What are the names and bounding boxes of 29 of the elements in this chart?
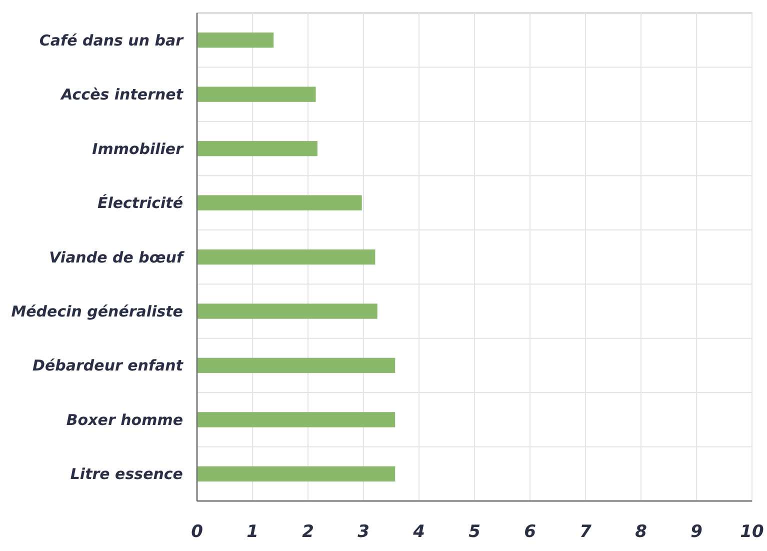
x-tick-label: 4 bbox=[412, 522, 425, 542]
x-tick-label: 10 bbox=[740, 522, 764, 542]
bar bbox=[197, 358, 396, 374]
bar bbox=[197, 466, 396, 482]
bar bbox=[197, 195, 362, 210]
y-tick-label: Viande de bœuf bbox=[49, 248, 186, 266]
x-tick-label: 6 bbox=[524, 522, 536, 542]
bar bbox=[197, 412, 396, 428]
x-tick-label: 1 bbox=[246, 522, 258, 542]
x-tick-label: 3 bbox=[358, 522, 370, 542]
x-tick-label: 5 bbox=[468, 522, 480, 542]
bar bbox=[197, 304, 378, 319]
y-tick-label: Débardeur enfant bbox=[32, 356, 184, 375]
x-tick-label: 9 bbox=[690, 522, 703, 542]
x-tick-label: 8 bbox=[635, 522, 648, 542]
bar bbox=[197, 32, 274, 48]
bar bbox=[197, 86, 316, 102]
y-tick-label: Café dans un bar bbox=[39, 31, 185, 50]
y-tick-label: Médecin généraliste bbox=[11, 302, 183, 320]
y-tick-label: Immobilier bbox=[92, 140, 185, 158]
y-tick-label: Accès internet bbox=[60, 86, 184, 104]
x-tick-label: 7 bbox=[580, 522, 592, 542]
y-tick-label: Électricité bbox=[97, 194, 183, 212]
x-tick-label: 0 bbox=[191, 522, 204, 542]
y-tick-label: Boxer homme bbox=[66, 410, 183, 429]
bar bbox=[197, 140, 318, 156]
bar bbox=[197, 249, 376, 265]
y-tick-label: Litre essence bbox=[70, 465, 183, 484]
x-tick-label: 2 bbox=[302, 522, 314, 542]
